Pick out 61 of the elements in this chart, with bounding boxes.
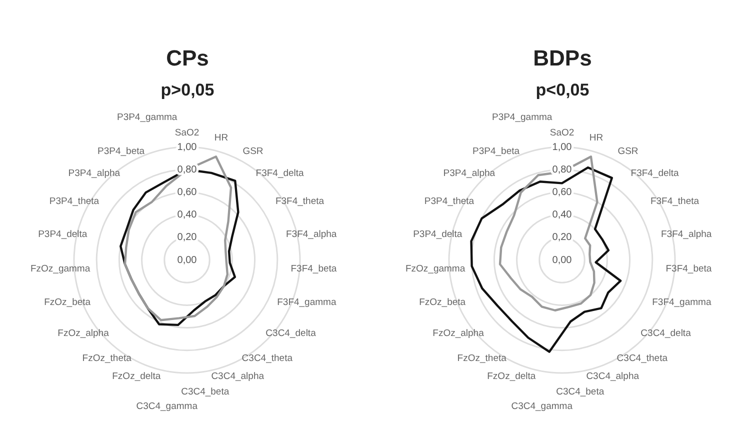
y-tick-label: 0,60 xyxy=(177,186,198,198)
spoke-label: C3C4_alpha xyxy=(211,371,265,382)
spoke-label: FzOz_alpha xyxy=(58,328,110,339)
spoke-label: P3P4_alpha xyxy=(443,168,496,179)
spoke-label: FzOz_beta xyxy=(44,297,92,308)
spoke-label: P3P4_gamma xyxy=(492,112,553,124)
spoke-label: F3F4_alpha xyxy=(660,228,712,240)
spoke-label: F3F4_alpha xyxy=(286,228,338,240)
spoke-label: C3C4_gamma xyxy=(511,401,574,412)
spoke-label: FzOz_beta xyxy=(419,297,466,308)
spoke-label: P3P4_delta xyxy=(38,228,88,240)
chart-title: CPs xyxy=(166,45,209,70)
spoke-label: F3F4_beta xyxy=(290,263,338,274)
spoke-label: C3C4_delta xyxy=(640,328,692,339)
spoke-label: F3F4_delta xyxy=(630,168,680,179)
spoke-label: C3C4_alpha xyxy=(586,371,640,382)
spoke-label: FzOz_theta xyxy=(457,353,508,364)
spoke-label: C3C4_beta xyxy=(556,386,605,398)
chart-title: BDPs xyxy=(533,45,592,70)
spoke-label: GSR xyxy=(618,146,638,158)
spoke-label: FzOz_delta xyxy=(487,371,536,382)
spoke-label: F3F4_gamma xyxy=(277,297,337,308)
spoke-label: FzOz_gamma xyxy=(405,263,466,274)
spoke-label: P3P4_beta xyxy=(98,146,146,158)
spoke-label: GSR xyxy=(242,146,264,158)
spoke-label: FzOz_delta xyxy=(112,371,162,382)
chart-subtitle: p>0,05 xyxy=(160,80,214,100)
chart-subtitle: p<0,05 xyxy=(536,80,590,100)
spoke-label: FzOz_theta xyxy=(82,353,132,364)
y-tick-label: 0,40 xyxy=(177,210,198,221)
spoke-label: FzOz_alpha xyxy=(432,328,485,339)
spoke-label: F3F4_beta xyxy=(666,263,712,274)
spoke-label: FzOz_gamma xyxy=(30,263,91,274)
spoke-label: SaO2 xyxy=(174,128,200,139)
spoke-label: P3P4_alpha xyxy=(68,168,121,179)
y-tick-label: 0,00 xyxy=(552,254,572,266)
spoke-label: F3F4_theta xyxy=(275,196,325,208)
y-tick-label: 0,00 xyxy=(177,254,198,266)
spoke-label: C3C4_gamma xyxy=(136,401,198,412)
spoke-label: P3P4_theta xyxy=(49,196,100,208)
y-tick-label: 0,40 xyxy=(552,210,572,221)
y-tick-label: 0,20 xyxy=(177,232,198,244)
spoke-label: P3P4_gamma xyxy=(116,112,178,124)
spoke-label: P3P4_beta xyxy=(472,146,520,158)
y-tick-label: 0,20 xyxy=(552,232,572,244)
spoke-label: C3C4_delta xyxy=(266,328,317,339)
y-tick-label: 0,60 xyxy=(552,186,572,198)
y-tick-label: 1,00 xyxy=(177,142,198,153)
spoke-label: HR xyxy=(214,132,228,144)
spoke-label: SaO2 xyxy=(550,128,574,139)
spoke-label: P3P4_theta xyxy=(424,196,475,208)
spoke-label: P3P4_delta xyxy=(413,228,463,240)
spoke-label: C3C4_theta xyxy=(242,353,294,364)
y-tick-label: 0,80 xyxy=(552,164,572,176)
spoke-label: C3C4_theta xyxy=(616,353,668,364)
spoke-label: F3F4_theta xyxy=(650,196,700,208)
spoke-label: HR xyxy=(589,132,604,144)
y-tick-label: 1,00 xyxy=(552,142,572,153)
spoke-label: C3C4_beta xyxy=(181,386,230,398)
spoke-label: F3F4_gamma xyxy=(652,297,712,308)
spoke-label: F3F4_delta xyxy=(256,168,305,179)
